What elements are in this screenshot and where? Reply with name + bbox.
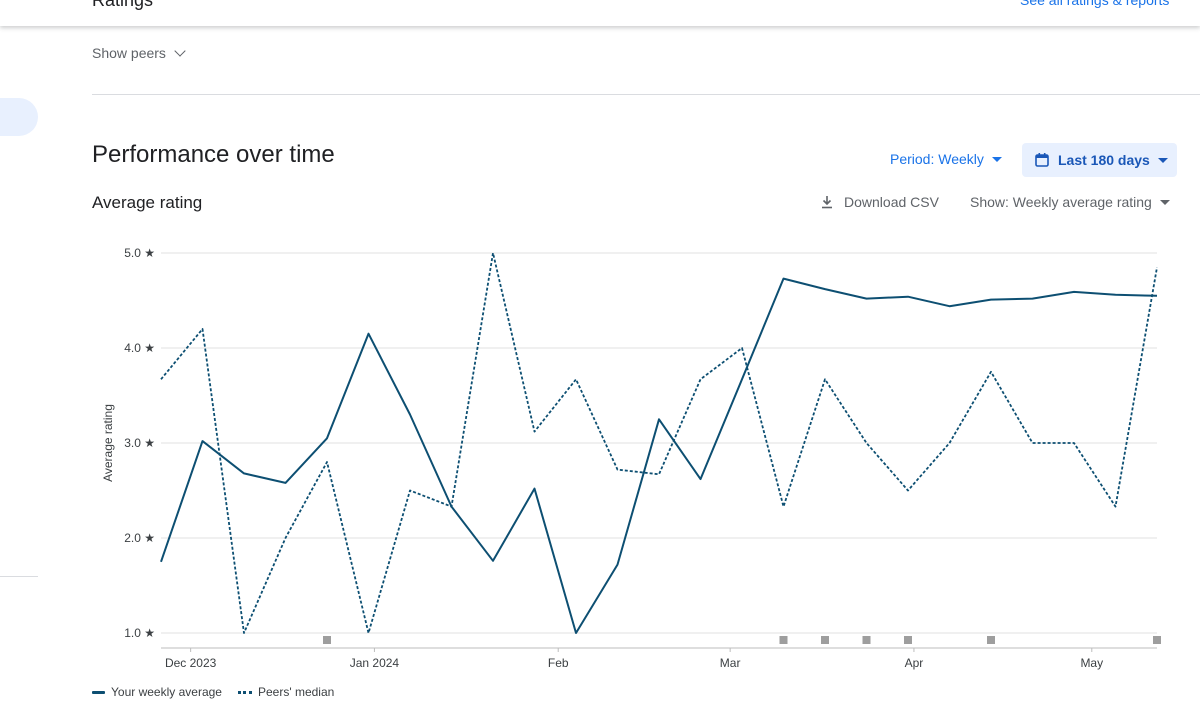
period-dropdown[interactable]: Period: Weekly	[890, 151, 1002, 167]
metric-label: Show: Weekly average rating	[970, 194, 1152, 210]
section-divider	[92, 94, 1200, 95]
y-tick-label: 5.0 ★	[124, 246, 155, 260]
y-axis: 1.0 ★ 2.0 ★ 3.0 ★ 4.0 ★ 5.0 ★	[124, 246, 155, 640]
flag-marker	[323, 636, 331, 644]
legend-label: Your weekly average	[111, 685, 222, 699]
date-range-label: Last 180 days	[1058, 152, 1150, 168]
download-csv-button[interactable]: Download CSV	[820, 194, 939, 210]
sidebar-divider	[0, 576, 38, 577]
sidebar-selected-item[interactable]	[0, 98, 38, 136]
series-lines	[160, 252, 1158, 634]
flag-marker	[821, 636, 829, 644]
chart-legend: Your weekly average Peers' median	[92, 685, 334, 699]
y-axis-title: Average rating	[101, 404, 115, 482]
date-range-button[interactable]: Last 180 days	[1022, 143, 1177, 177]
see-all-link[interactable]: See all ratings & reports	[1020, 0, 1170, 8]
series-line-your-average	[160, 277, 1158, 634]
flag-marker	[1153, 636, 1161, 644]
x-tick-label: Apr	[905, 656, 924, 670]
chevron-down-icon	[174, 45, 186, 57]
y-tick-label: 3.0 ★	[124, 436, 155, 450]
flag-marker	[987, 636, 995, 644]
flag-marker	[862, 636, 871, 644]
legend-swatch-dotted	[237, 690, 252, 694]
flag-marker	[779, 636, 788, 644]
download-icon	[822, 196, 832, 209]
flag-markers	[323, 636, 1161, 644]
y-tick-label: 1.0 ★	[124, 626, 155, 640]
show-peers-toggle[interactable]: Show peers	[92, 45, 186, 61]
x-tick-label: May	[1080, 656, 1103, 670]
series-line-peers-median	[160, 252, 1158, 634]
calendar-icon	[1035, 153, 1049, 167]
x-tick-label: Feb	[548, 656, 569, 670]
period-label: Period: Weekly	[890, 151, 984, 167]
legend-item-peers-median[interactable]: Peers' median	[237, 685, 335, 699]
flag-marker	[904, 636, 912, 644]
x-axis: Dec 2023 Jan 2024 Feb Mar Apr May	[161, 647, 1157, 670]
x-tick-label: Mar	[720, 656, 741, 670]
y-tick-label: 4.0 ★	[124, 341, 155, 355]
metric-dropdown[interactable]: Show: Weekly average rating	[970, 194, 1170, 210]
x-tick-label: Jan 2024	[350, 656, 400, 670]
section-title: Performance over time	[92, 141, 335, 168]
average-rating-chart: 1.0 ★ 2.0 ★ 3.0 ★ 4.0 ★ 5.0 ★ Average rating…	[101, 246, 1161, 670]
chart-grid	[161, 252, 1157, 634]
caret-down-icon	[1159, 199, 1170, 205]
y-tick-label: 2.0 ★	[124, 531, 155, 545]
chart-title: Average rating	[92, 193, 203, 212]
download-csv-label: Download CSV	[844, 194, 939, 210]
ratings-card: Ratings See all ratings & reports	[0, 0, 1200, 26]
legend-item-your-average[interactable]: Your weekly average	[92, 685, 222, 699]
x-tick-label: Dec 2023	[165, 656, 217, 670]
caret-down-icon	[1157, 157, 1168, 163]
show-peers-label: Show peers	[92, 45, 166, 61]
caret-down-icon	[991, 156, 1002, 162]
legend-swatch-solid	[92, 690, 105, 694]
ratings-card-title: Ratings	[92, 0, 154, 10]
legend-label: Peers' median	[257, 685, 335, 699]
